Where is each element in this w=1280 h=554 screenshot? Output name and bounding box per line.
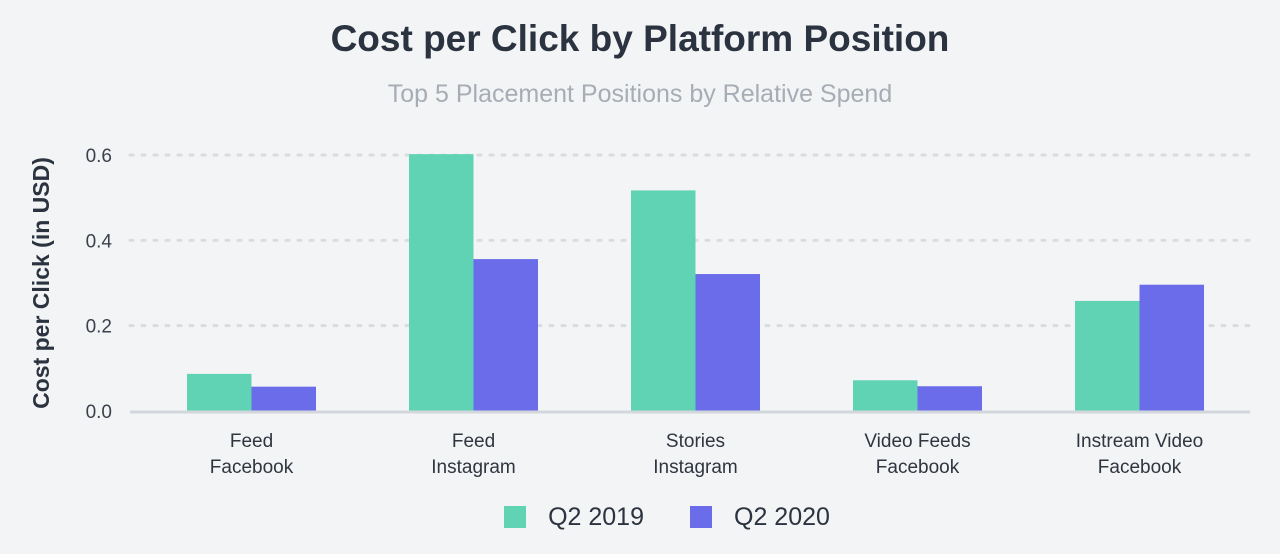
legend-swatch-series-1 [504, 506, 527, 528]
legend-item-series-1: Q2 2019 [504, 503, 644, 532]
y-ticks: 0.0 0.2 0.4 0.6 [86, 146, 113, 423]
legend-swatch-series-2 [690, 506, 712, 528]
x-category-label: Instream Video Facebook [1076, 431, 1203, 478]
x-category-label: Stories Instagram [653, 431, 737, 478]
legend-label-series-2: Q2 2020 [734, 502, 830, 531]
x-category-label: Video Feeds Facebook [864, 431, 970, 478]
bar-series-1 [409, 154, 474, 411]
bar-series-1 [187, 373, 252, 411]
y-tick-label: 0.4 [86, 231, 113, 252]
chart-subtitle: Top 5 Placement Positions by Relative Sp… [387, 80, 893, 108]
y-tick-label: 0.0 [86, 402, 112, 423]
legend-item-series-2: Q2 2020 [690, 503, 830, 532]
y-tick-label: 0.2 [86, 317, 112, 338]
legend: Q2 2019 Q2 2020 [27, 500, 1280, 534]
bar-series-2 [473, 259, 538, 411]
bar-series-1 [631, 190, 696, 411]
x-category-label: Feed Facebook [210, 431, 294, 478]
y-tick-label: 0.6 [86, 146, 112, 167]
bar-series-1 [853, 380, 918, 411]
bar-series-2 [917, 386, 982, 411]
y-axis-label: Cost per Click (in USD) [28, 157, 54, 409]
bar-series-2 [695, 274, 760, 411]
bar-series-1 [1075, 300, 1140, 411]
chart-title: Cost per Click by Platform Position [330, 18, 950, 59]
x-category-label: Feed Instagram [431, 431, 515, 478]
bars [187, 154, 1204, 411]
bar-series-2 [251, 386, 316, 411]
legend-label-series-1: Q2 2019 [548, 502, 644, 531]
bar-series-2 [1139, 284, 1204, 411]
x-categories: Feed Facebook Feed Instagram Stories Instagra… [210, 431, 1203, 478]
